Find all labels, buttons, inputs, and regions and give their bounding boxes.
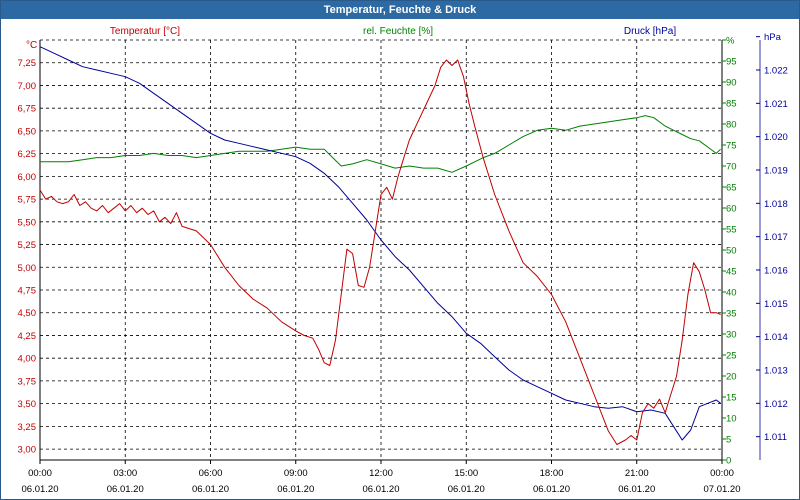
temperature-tick-label: 3,00 bbox=[18, 445, 37, 456]
temperature-tick-label: 4,50 bbox=[18, 308, 37, 319]
temperature-unit-label: °C bbox=[26, 40, 37, 51]
temperature-tick-label: 5,50 bbox=[18, 217, 37, 228]
humidity-tick-label: 15 bbox=[726, 393, 737, 404]
time-tick-label: 00:00 bbox=[28, 468, 52, 479]
humidity-tick-label: 55 bbox=[726, 225, 737, 236]
date-tick-label: 07.01.20 bbox=[704, 484, 741, 495]
time-tick-label: 18:00 bbox=[540, 468, 564, 479]
time-axis: 00:00 06.01.20 03:00 06.01.20 06:00 06.01.20 0… bbox=[22, 460, 741, 495]
temperature-tick-label: 5,75 bbox=[18, 195, 37, 206]
temperature-tick-label: 5,25 bbox=[18, 240, 37, 251]
temperature-tick-label: 7,25 bbox=[18, 58, 37, 69]
humidity-tick-label: 0 bbox=[726, 456, 731, 467]
humidity-tick-label: 5 bbox=[726, 435, 731, 446]
temperature-line bbox=[39, 59, 721, 445]
humidity-tick-label: 90 bbox=[726, 78, 737, 89]
temperature-tick-label: 6,00 bbox=[18, 172, 37, 183]
temperature-axis: 3,00 3,25 3,50 3,75 4,00 4,25 4,50 4,75 5,00 5,25… bbox=[18, 58, 37, 455]
date-tick-label: 06.01.20 bbox=[533, 484, 570, 495]
humidity-tick-label: 45 bbox=[726, 267, 737, 278]
humidity-tick-label: 70 bbox=[726, 162, 737, 173]
temperature-tick-label: 4,00 bbox=[18, 354, 37, 365]
humidity-tick-label: 80 bbox=[726, 120, 737, 131]
humidity-tick-label: 20 bbox=[726, 372, 737, 383]
temperature-tick-label: 4,25 bbox=[18, 331, 37, 342]
humidity-axis: 0 5 10 15 20 25 30 35 40 45 50 55 60 65 70 75 80 85 90 95% bbox=[722, 36, 737, 467]
time-tick-label: 09:00 bbox=[284, 468, 308, 479]
series-legend: °C Temperatur [°C] rel. Feuchte [%] Druc… bbox=[26, 26, 676, 51]
humidity-tick-label: 65 bbox=[726, 183, 737, 194]
pressure-tick-label: 1.012 bbox=[764, 399, 788, 410]
temperature-tick-label: 4,75 bbox=[18, 286, 37, 297]
pressure-axis: 1.011 1.012 1.013 1.014 1.015 1.016 1.017 1.018… bbox=[756, 32, 788, 460]
pressure-tick-label: 1.017 bbox=[764, 232, 788, 243]
pressure-tick-label: hPa bbox=[764, 32, 782, 43]
temperature-tick-label: 5,00 bbox=[18, 263, 37, 274]
humidity-line bbox=[40, 115, 721, 173]
date-tick-label: 06.01.20 bbox=[22, 484, 59, 495]
temperature-tick-label: 3,25 bbox=[18, 422, 37, 433]
grid-lines bbox=[40, 40, 722, 460]
humidity-tick-label: % bbox=[726, 36, 735, 47]
time-tick-label: 06:00 bbox=[199, 468, 223, 479]
time-tick-label: 15:00 bbox=[454, 468, 478, 479]
time-tick-label: 03:00 bbox=[113, 468, 137, 479]
legend-pressure: Druck [hPa] bbox=[624, 26, 676, 37]
pressure-tick-label: 1.011 bbox=[764, 432, 787, 443]
humidity-tick-label: 50 bbox=[726, 246, 737, 257]
date-tick-label: 06.01.20 bbox=[448, 484, 485, 495]
humidity-tick-label: 35 bbox=[726, 309, 737, 320]
humidity-tick-label: 60 bbox=[726, 204, 737, 215]
pressure-tick-label: 1.022 bbox=[764, 66, 788, 77]
pressure-tick-label: 1.014 bbox=[764, 332, 788, 343]
temperature-tick-label: 6,50 bbox=[18, 126, 37, 137]
date-tick-label: 06.01.20 bbox=[277, 484, 314, 495]
temperature-tick-label: 3,50 bbox=[18, 399, 37, 410]
date-tick-label: 06.01.20 bbox=[192, 484, 229, 495]
window-title: Temperatur, Feuchte & Druck bbox=[1, 1, 799, 19]
temperature-tick-label: 6,25 bbox=[18, 149, 37, 160]
legend-humidity: rel. Feuchte [%] bbox=[363, 26, 433, 37]
date-tick-label: 06.01.20 bbox=[363, 484, 400, 495]
temperature-tick-label: 3,75 bbox=[18, 376, 37, 387]
pressure-tick-label: 1.019 bbox=[764, 166, 788, 177]
date-tick-label: 06.01.20 bbox=[107, 484, 144, 495]
pressure-tick-label: 1.013 bbox=[764, 366, 788, 377]
humidity-tick-label: 75 bbox=[726, 141, 737, 152]
temperature-tick-label: 7,00 bbox=[18, 81, 37, 92]
time-tick-label: 12:00 bbox=[369, 468, 393, 479]
humidity-tick-label: 95 bbox=[726, 57, 737, 68]
time-tick-label: 21:00 bbox=[625, 468, 649, 479]
humidity-tick-label: 25 bbox=[726, 351, 737, 362]
pressure-tick-label: 1.015 bbox=[764, 299, 788, 310]
pressure-tick-label: 1.021 bbox=[764, 99, 788, 110]
time-tick-label: 00:00 bbox=[710, 468, 734, 479]
pressure-tick-label: 1.018 bbox=[764, 199, 788, 210]
temperature-tick-label: 6,75 bbox=[18, 104, 37, 115]
series-layer bbox=[39, 46, 721, 445]
humidity-tick-label: 30 bbox=[726, 330, 737, 341]
humidity-tick-label: 40 bbox=[726, 288, 737, 299]
pressure-tick-label: 1.016 bbox=[764, 266, 788, 277]
legend-temperature: Temperatur [°C] bbox=[110, 26, 180, 37]
pressure-tick-label: 1.020 bbox=[764, 132, 788, 143]
date-tick-label: 06.01.20 bbox=[618, 484, 655, 495]
humidity-tick-label: 85 bbox=[726, 99, 737, 110]
humidity-tick-label: 10 bbox=[726, 414, 737, 425]
